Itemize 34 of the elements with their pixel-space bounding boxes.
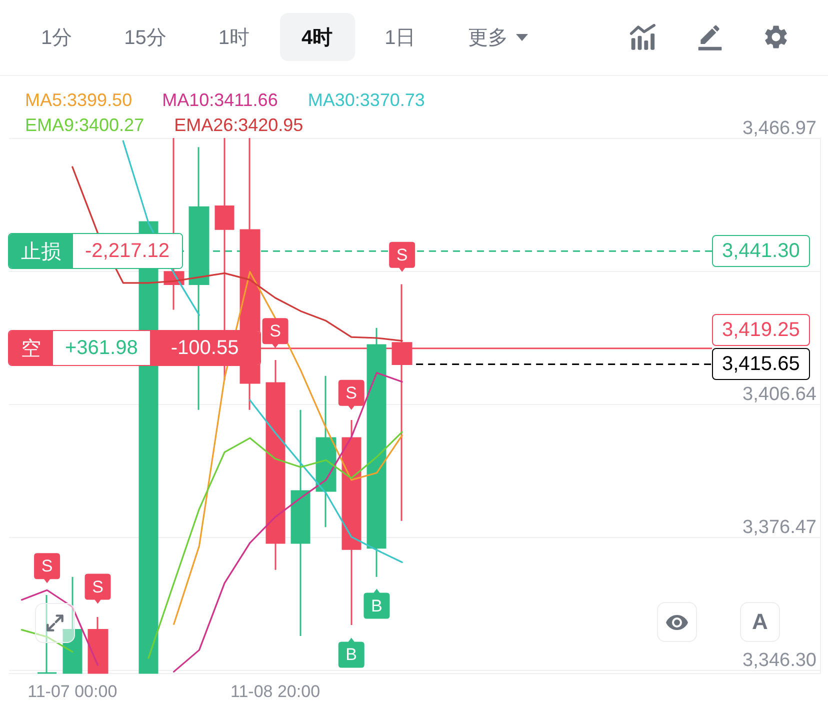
data-label: S: [270, 322, 281, 341]
tab-label: 更多: [468, 26, 508, 50]
text: MA30:3370.73: [308, 90, 425, 110]
tab-label: 4时: [302, 26, 333, 50]
text: EMA9:3400.27: [25, 115, 144, 135]
x-tick-label: 11-07 00:00: [28, 682, 118, 701]
y-tick-label: 3,406.64: [742, 384, 817, 405]
tab-label: 1日: [384, 26, 416, 50]
price-tag: 3,415.65: [712, 348, 810, 380]
tab-label: 15分: [124, 26, 166, 50]
data-label: S: [396, 245, 408, 264]
annotation: -2,217.12: [73, 234, 182, 268]
text: MA10:3411.66: [162, 90, 278, 110]
data-label: S: [41, 556, 53, 576]
data-label: S: [92, 577, 104, 596]
ref-line-label: 止损: [9, 234, 73, 268]
price-tag: 3,419.25: [712, 314, 810, 346]
x-tick-label: 11-08 20:00: [230, 682, 320, 701]
ref-line-label: 空: [9, 331, 53, 366]
price-tag: 3,441.30: [712, 235, 810, 268]
tab-label: 1时: [218, 26, 250, 50]
text: EMA26:3420.95: [174, 115, 304, 135]
annotation: -100.55: [150, 331, 260, 366]
order-tag: 止损 -2,217.12: [8, 233, 183, 270]
annotation: +361.98: [53, 331, 150, 366]
data-label: S: [346, 383, 358, 402]
data-label: B: [346, 645, 358, 664]
letter-button: A: [740, 602, 780, 642]
y-tick-label: 3,346.30: [742, 650, 816, 671]
y-tick-label: 3,466.97: [742, 118, 816, 139]
tab-label: 1分: [41, 26, 72, 50]
y-tick-label: 3,376.47: [742, 516, 816, 538]
text: MA5:3399.50: [25, 90, 132, 110]
data-label: B: [371, 596, 382, 616]
